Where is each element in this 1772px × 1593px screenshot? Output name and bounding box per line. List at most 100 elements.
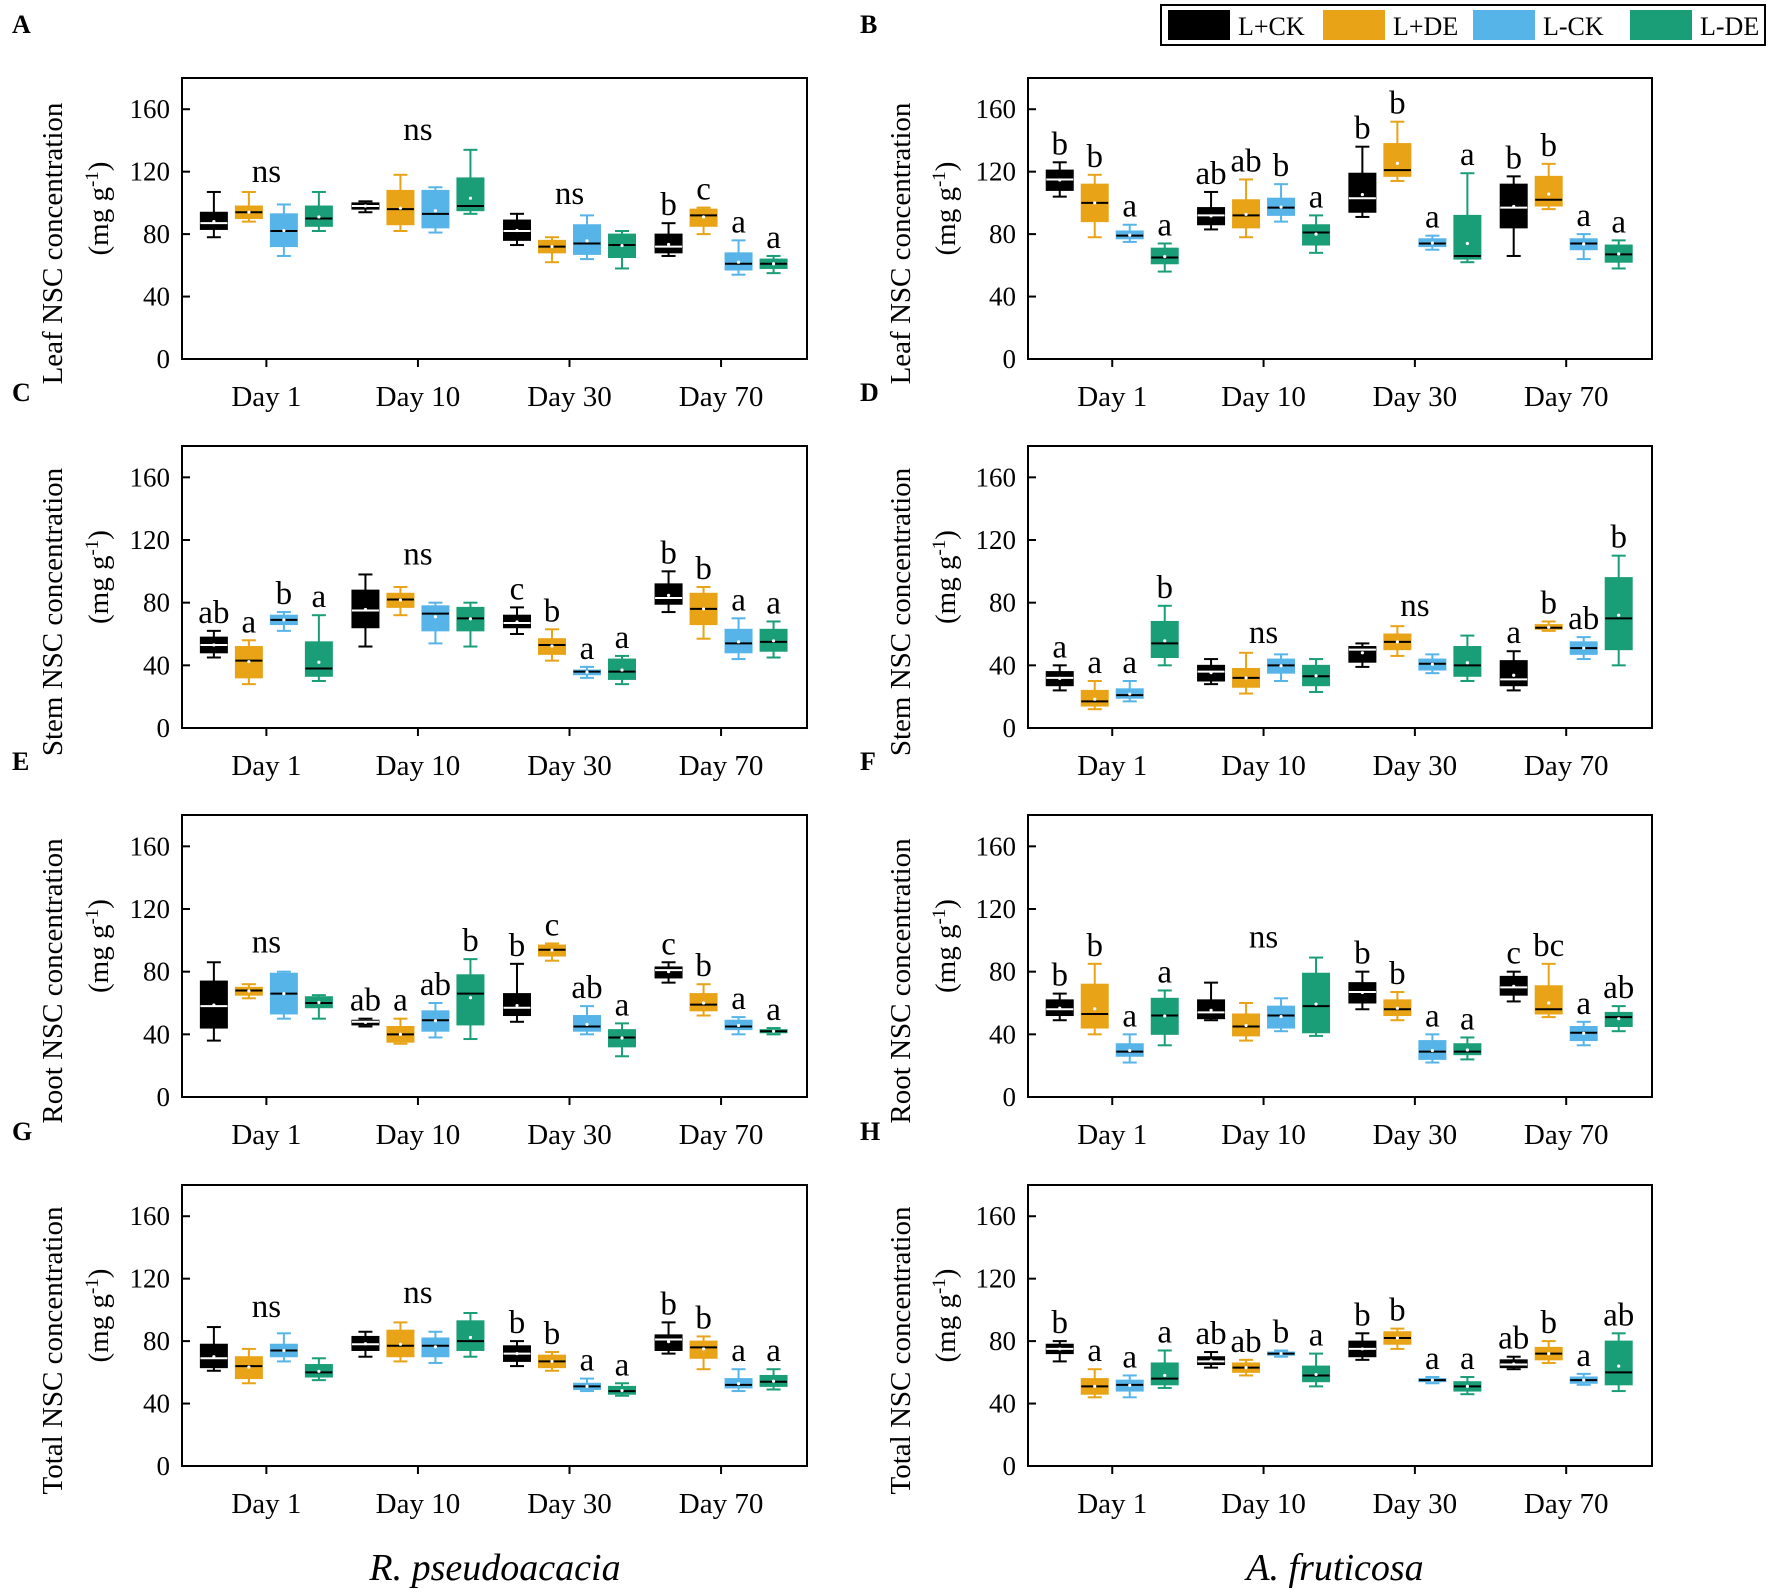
box-l-ck-minus: a (1115, 189, 1144, 243)
significance-label: b (660, 535, 677, 571)
box-l-ck-plus: a (1045, 629, 1074, 692)
significance-label: c (545, 907, 560, 943)
significance-label: a (1425, 998, 1440, 1034)
y-tick-label: 40 (143, 650, 170, 680)
legend-item-l-de-minus: L-DE (1630, 10, 1759, 41)
mean-point (1617, 613, 1621, 617)
species-label-right: A. fruticosa (1243, 1547, 1423, 1589)
box-l-ck-minus (573, 214, 601, 261)
mean-point (620, 1388, 624, 1393)
mean-point (736, 1023, 741, 1028)
x-tick-label: Day 1 (231, 381, 301, 413)
y-tick-label: 160 (976, 462, 1017, 492)
significance-label: a (1576, 986, 1591, 1022)
x-tick-label: Day 1 (231, 750, 301, 782)
mean-point (620, 1036, 624, 1040)
significance-label: b (509, 928, 526, 964)
x-tick-label: Day 10 (376, 750, 461, 782)
box-l-de-plus: ns (538, 176, 584, 264)
y-axis-unit: (mg g-1) (82, 530, 115, 624)
box-l-de-minus: b (1150, 570, 1179, 667)
mean-point (736, 260, 741, 264)
y-axis-unit: (mg g-1) (929, 530, 962, 624)
box-l-ck-plus: b (503, 1305, 531, 1368)
mean-point (1163, 639, 1167, 643)
mean-point (666, 970, 671, 974)
significance-label: a (1309, 1318, 1324, 1354)
significance-label: a (766, 220, 781, 256)
box-l-de-plus: c (689, 172, 718, 236)
box-l-de-minus (304, 190, 333, 232)
mean-point (1209, 1008, 1213, 1012)
mean-point (1058, 1006, 1062, 1010)
y-axis-unit: (mg g-1) (82, 1269, 115, 1363)
x-tick-label: Day 1 (231, 1119, 301, 1151)
mean-point (666, 242, 671, 247)
legend-label: L-DE (1700, 12, 1759, 41)
mean-point (1279, 1014, 1283, 1019)
significance-label: ab (1568, 601, 1599, 637)
mean-point (468, 996, 473, 1000)
mean-point (736, 640, 741, 644)
box-l-ck-plus (503, 212, 531, 247)
x-tick-label: Day 70 (679, 1488, 764, 1520)
box-l-ck-minus: b (1267, 148, 1296, 223)
mean-point (1582, 1378, 1586, 1382)
y-tick-label: 80 (989, 588, 1016, 618)
mean-point (1058, 676, 1062, 680)
mean-point (585, 670, 589, 674)
mean-point (1093, 1007, 1097, 1011)
y-tick-label: 120 (976, 525, 1017, 555)
box-l-de-plus: ns (1232, 615, 1278, 695)
mean-point (1244, 1366, 1248, 1370)
significance-label: a (1122, 645, 1137, 681)
mean-point (550, 245, 554, 249)
legend-label: L+CK (1238, 12, 1305, 41)
mean-point (1547, 1001, 1551, 1005)
panel-letter: C (12, 378, 31, 407)
y-tick-label: 0 (157, 1082, 171, 1112)
box-l-ck-plus: ab (350, 983, 381, 1028)
mean-point (433, 209, 438, 213)
box-l-ck-minus (1418, 653, 1447, 675)
y-tick-label: 160 (130, 831, 171, 861)
mean-point (585, 1022, 589, 1027)
mean-point (398, 598, 403, 602)
box-l-de-plus: c (538, 907, 566, 962)
box-iqr (1080, 983, 1109, 1029)
legend: L+CK L+DE L-CK L-DE (1160, 4, 1766, 46)
y-axis-unit: (mg g-1) (929, 162, 962, 256)
box-iqr (1534, 175, 1563, 207)
y-tick-label: 0 (1003, 344, 1017, 374)
significance-label: a (1087, 645, 1102, 681)
y-axis-title: Total NSC concentration (37, 1206, 69, 1494)
significance-label: a (1576, 198, 1591, 234)
mean-point (1279, 205, 1283, 209)
box-iqr (1499, 660, 1528, 687)
box-l-de-plus: b (538, 593, 566, 662)
box-l-ck-minus: a (1115, 645, 1144, 703)
significance-label: c (510, 571, 525, 607)
box-l-de-plus: ns (234, 924, 281, 1000)
box-l-de-minus: ab (1603, 1297, 1634, 1393)
x-tick-label: Day 70 (1524, 1119, 1609, 1151)
x-tick-label: Day 10 (1221, 381, 1306, 413)
y-tick-label: 80 (143, 588, 170, 618)
mean-point (1209, 1359, 1213, 1363)
significance-label: a (731, 582, 746, 618)
significance-label: a (731, 204, 746, 240)
box-iqr (1383, 143, 1412, 177)
box-iqr (386, 1329, 415, 1358)
x-tick-label: Day 1 (1077, 1119, 1147, 1151)
significance-label: a (766, 585, 781, 621)
x-tick-label: Day 10 (376, 381, 461, 413)
y-axis-title: Root NSC concentration (885, 838, 917, 1124)
box-l-ck-plus: c (654, 926, 683, 984)
box-l-ck-plus: b (1348, 936, 1377, 1011)
box-l-de-plus: b (1080, 928, 1109, 1036)
box-l-de-minus: a (1150, 207, 1179, 273)
box-l-de-minus (1302, 956, 1331, 1037)
box-l-de-plus: b (689, 948, 718, 1017)
box-l-de-minus: b (1604, 520, 1633, 667)
